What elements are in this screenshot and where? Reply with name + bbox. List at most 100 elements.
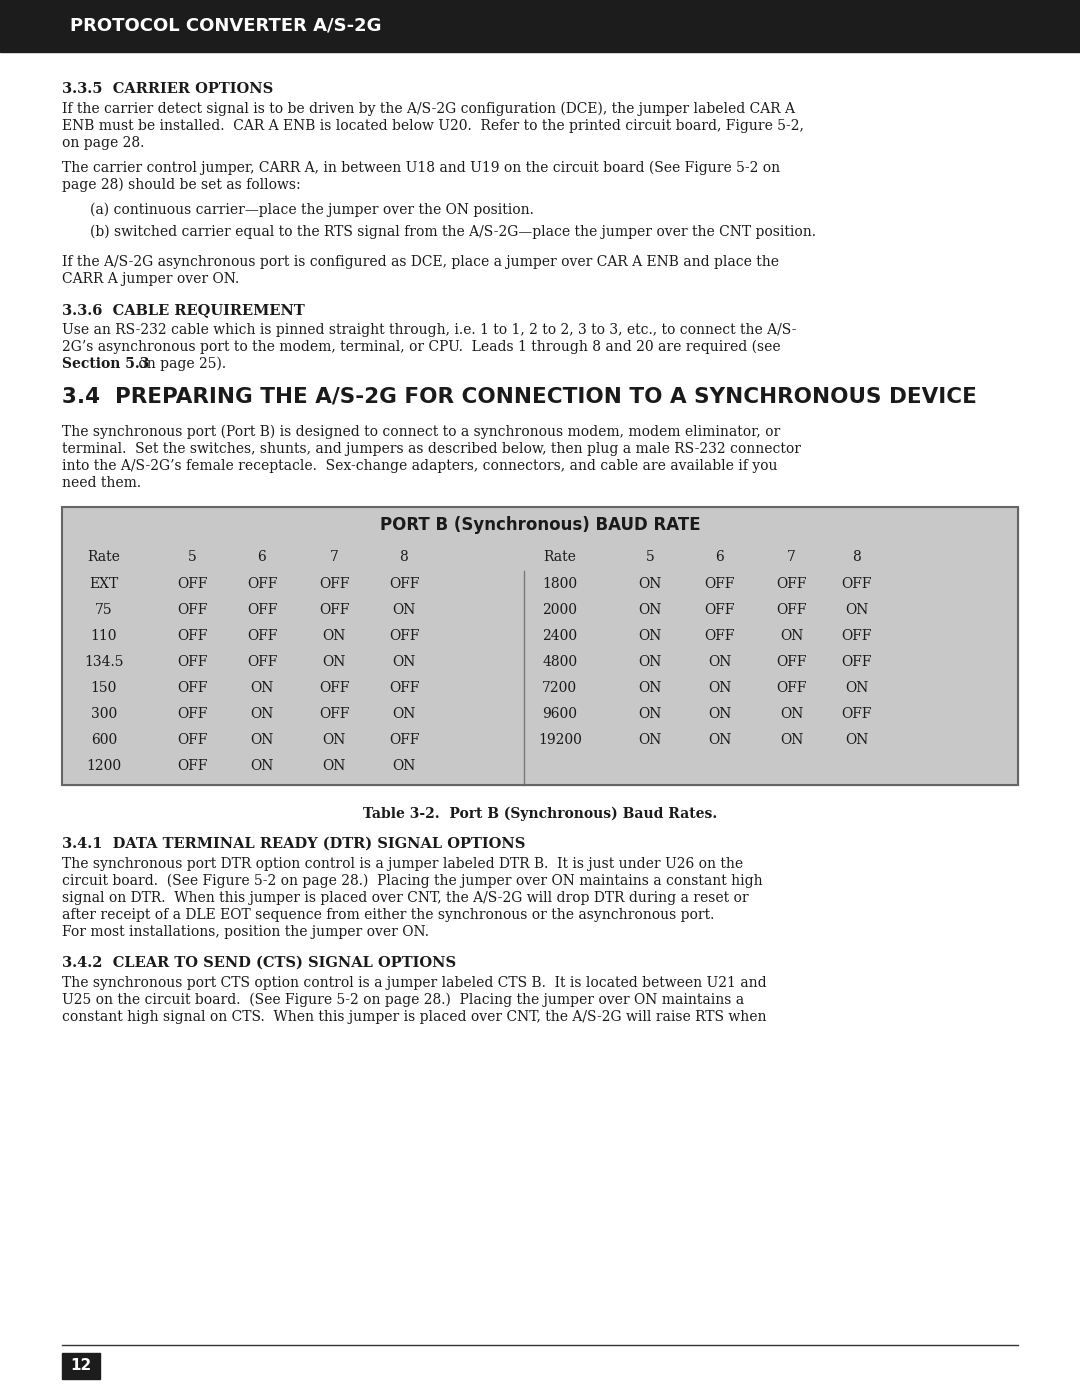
Text: PORT B (Synchronous) BAUD RATE: PORT B (Synchronous) BAUD RATE	[380, 515, 700, 534]
Text: OFF: OFF	[389, 629, 419, 643]
Bar	[62, 507, 1018, 785]
Text: 8: 8	[852, 550, 861, 564]
Text: OFF: OFF	[841, 707, 872, 721]
Text: ON: ON	[845, 604, 868, 617]
Text: ENB must be installed.  CAR A ENB is located below U20.  Refer to the printed ci: ENB must be installed. CAR A ENB is loca…	[62, 119, 804, 133]
Bar	[62, 1354, 100, 1379]
Text: OFF: OFF	[177, 707, 207, 721]
Text: 300: 300	[91, 707, 117, 721]
Text: OFF: OFF	[177, 629, 207, 643]
Text: ON: ON	[322, 629, 346, 643]
Bar	[0, 0, 1080, 52]
Text: need them.: need them.	[62, 476, 141, 490]
Text: 7: 7	[329, 550, 338, 564]
Text: ON: ON	[638, 604, 661, 617]
Text: ON: ON	[251, 707, 273, 721]
Text: 2000: 2000	[542, 604, 577, 617]
Text: ON: ON	[638, 577, 661, 591]
Text: OFF: OFF	[177, 604, 207, 617]
Text: ON: ON	[780, 629, 804, 643]
Text: 6: 6	[715, 550, 724, 564]
Text: U25 on the circuit board.  (See Figure 5-2 on page 28.)  Placing the jumper over: U25 on the circuit board. (See Figure 5-…	[62, 993, 744, 1007]
Text: 5: 5	[188, 550, 197, 564]
Text: OFF: OFF	[246, 604, 278, 617]
Text: signal on DTR.  When this jumper is placed over CNT, the A/S-2G will drop DTR du: signal on DTR. When this jumper is place…	[62, 891, 748, 905]
Text: ON: ON	[638, 707, 661, 721]
Text: PROTOCOL CONVERTER A/S-2G: PROTOCOL CONVERTER A/S-2G	[70, 17, 381, 35]
Text: OFF: OFF	[319, 577, 349, 591]
Bar	[62, 507, 1018, 785]
Text: ON: ON	[780, 733, 804, 747]
Text: 134.5: 134.5	[84, 655, 124, 669]
Text: OFF: OFF	[841, 577, 872, 591]
Text: OFF: OFF	[777, 680, 807, 694]
Text: Rate: Rate	[87, 550, 121, 564]
Text: (b) switched carrier equal to the RTS signal from the A/S-2G—place the jumper ov: (b) switched carrier equal to the RTS si…	[90, 225, 816, 239]
Text: ON: ON	[392, 759, 416, 773]
Text: OFF: OFF	[704, 629, 735, 643]
Text: OFF: OFF	[841, 655, 872, 669]
Text: circuit board.  (See Figure 5-2 on page 28.)  Placing the jumper over ON maintai: circuit board. (See Figure 5-2 on page 2…	[62, 875, 762, 888]
Text: after receipt of a DLE EOT sequence from either the synchronous or the asynchron: after receipt of a DLE EOT sequence from…	[62, 908, 714, 922]
Text: OFF: OFF	[246, 655, 278, 669]
Text: 19200: 19200	[538, 733, 582, 747]
Text: 5: 5	[646, 550, 654, 564]
Text: OFF: OFF	[246, 629, 278, 643]
Text: 6: 6	[258, 550, 267, 564]
Text: ON: ON	[322, 733, 346, 747]
Text: 600: 600	[91, 733, 117, 747]
Text: terminal.  Set the switches, shunts, and jumpers as described below, then plug a: terminal. Set the switches, shunts, and …	[62, 441, 801, 455]
Text: OFF: OFF	[246, 577, 278, 591]
Text: OFF: OFF	[177, 680, 207, 694]
Text: The synchronous port CTS option control is a jumper labeled CTS B.  It is locate: The synchronous port CTS option control …	[62, 977, 767, 990]
Text: ON: ON	[708, 707, 731, 721]
Text: OFF: OFF	[319, 680, 349, 694]
Text: OFF: OFF	[389, 733, 419, 747]
Text: 7200: 7200	[542, 680, 578, 694]
Text: page 28) should be set as follows:: page 28) should be set as follows:	[62, 177, 300, 193]
Text: 150: 150	[91, 680, 118, 694]
Text: ON: ON	[708, 655, 731, 669]
Text: 3.3.6  CABLE REQUIREMENT: 3.3.6 CABLE REQUIREMENT	[62, 303, 305, 317]
Text: 3.4  PREPARING THE A/S-2G FOR CONNECTION TO A SYNCHRONOUS DEVICE: 3.4 PREPARING THE A/S-2G FOR CONNECTION …	[62, 387, 977, 407]
Text: 3.4.1  DATA TERMINAL READY (DTR) SIGNAL OPTIONS: 3.4.1 DATA TERMINAL READY (DTR) SIGNAL O…	[62, 837, 525, 851]
Text: The synchronous port (Port B) is designed to connect to a synchronous modem, mod: The synchronous port (Port B) is designe…	[62, 425, 780, 440]
Text: 1800: 1800	[542, 577, 578, 591]
Text: ON: ON	[780, 707, 804, 721]
Text: ON: ON	[251, 733, 273, 747]
Text: constant high signal on CTS.  When this jumper is placed over CNT, the A/S-2G wi: constant high signal on CTS. When this j…	[62, 1010, 767, 1024]
Text: The carrier control jumper, CARR A, in between U18 and U19 on the circuit board : The carrier control jumper, CARR A, in b…	[62, 161, 780, 176]
Text: on page 28.: on page 28.	[62, 136, 145, 149]
Text: ON: ON	[322, 655, 346, 669]
Text: Use an RS-232 cable which is pinned straight through, i.e. 1 to 1, 2 to 2, 3 to : Use an RS-232 cable which is pinned stra…	[62, 323, 797, 337]
Text: ON: ON	[638, 680, 661, 694]
Text: OFF: OFF	[177, 759, 207, 773]
Text: 4800: 4800	[542, 655, 578, 669]
Text: ON: ON	[251, 759, 273, 773]
Text: 2G’s asynchronous port to the modem, terminal, or CPU.  Leads 1 through 8 and 20: 2G’s asynchronous port to the modem, ter…	[62, 339, 781, 355]
Text: OFF: OFF	[319, 707, 349, 721]
Text: OFF: OFF	[704, 577, 735, 591]
Text: ON: ON	[638, 655, 661, 669]
Text: OFF: OFF	[777, 577, 807, 591]
Text: ON: ON	[251, 680, 273, 694]
Text: OFF: OFF	[389, 680, 419, 694]
Text: ON: ON	[322, 759, 346, 773]
Text: 8: 8	[400, 550, 408, 564]
Text: 3.3.5  CARRIER OPTIONS: 3.3.5 CARRIER OPTIONS	[62, 82, 273, 96]
Text: If the A/S-2G asynchronous port is configured as DCE, place a jumper over CAR A : If the A/S-2G asynchronous port is confi…	[62, 256, 779, 270]
Text: OFF: OFF	[704, 604, 735, 617]
Text: If the carrier detect signal is to be driven by the A/S-2G configuration (DCE), : If the carrier detect signal is to be dr…	[62, 102, 795, 116]
Text: 7: 7	[787, 550, 796, 564]
Text: OFF: OFF	[319, 604, 349, 617]
Text: OFF: OFF	[177, 733, 207, 747]
Text: OFF: OFF	[777, 604, 807, 617]
Text: Table 3-2.  Port B (Synchronous) Baud Rates.: Table 3-2. Port B (Synchronous) Baud Rat…	[363, 807, 717, 821]
Text: ON: ON	[845, 680, 868, 694]
Text: OFF: OFF	[177, 655, 207, 669]
Text: 2400: 2400	[542, 629, 578, 643]
Text: ON: ON	[638, 629, 661, 643]
Text: OFF: OFF	[177, 577, 207, 591]
Text: ON: ON	[392, 604, 416, 617]
Text: (a) continuous carrier—place the jumper over the ON position.: (a) continuous carrier—place the jumper …	[90, 203, 534, 218]
